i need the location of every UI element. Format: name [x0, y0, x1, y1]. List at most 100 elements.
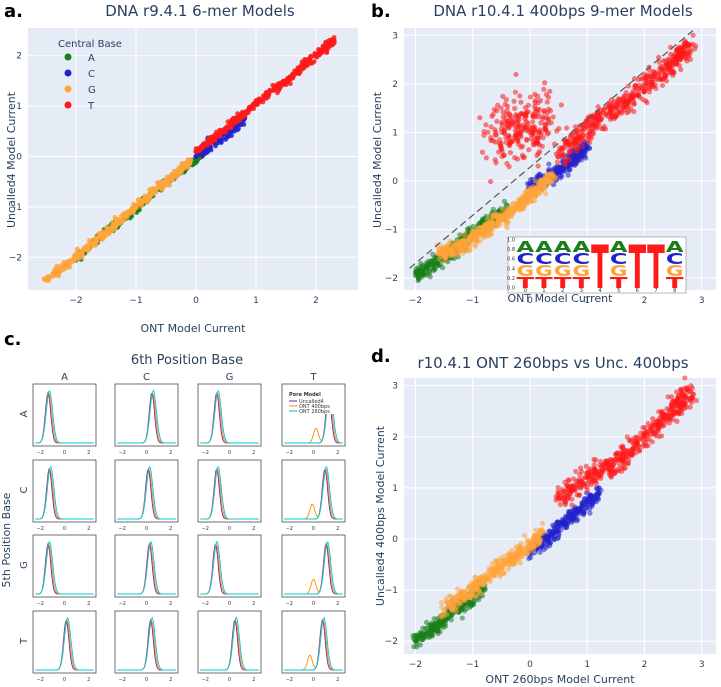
data-point	[460, 597, 466, 603]
cell-x-tick: 2	[336, 526, 339, 532]
data-point	[540, 135, 546, 141]
data-point	[558, 102, 564, 108]
logo-letter-C: C	[535, 250, 553, 268]
data-point	[216, 130, 222, 136]
series-point-T	[555, 153, 562, 160]
data-point	[678, 403, 685, 409]
data-point	[493, 160, 499, 166]
logo-letter-G: G	[610, 262, 628, 280]
data-point	[503, 139, 509, 145]
data-point	[497, 141, 503, 147]
panel-a-title: DNA r9.4.1 6-mer Models	[105, 2, 295, 20]
logo-letter-A: A	[573, 238, 591, 256]
data-point	[584, 504, 590, 511]
data-point	[439, 599, 445, 606]
data-point	[656, 54, 662, 60]
pore-legend-label: ONT 400bps	[299, 404, 330, 410]
data-point	[517, 93, 523, 99]
row-label-C: C	[19, 486, 30, 493]
data-point	[467, 247, 473, 253]
data-point	[678, 387, 684, 393]
logo-x-tick: 7	[654, 288, 657, 294]
data-point	[631, 108, 637, 115]
data-point	[444, 599, 450, 605]
panel-b-letter: b.	[371, 1, 391, 22]
data-point	[596, 116, 602, 123]
data-point	[573, 468, 579, 475]
cell-frame	[197, 383, 262, 447]
series-point-T	[193, 148, 199, 155]
data-point	[488, 124, 494, 130]
data-point	[607, 456, 613, 463]
data-point	[678, 66, 684, 73]
data-point	[620, 97, 626, 103]
panel-b-x-ticks: −2 −1 0 1 2 3	[409, 296, 705, 306]
series-point-T	[313, 53, 319, 59]
data-point	[328, 40, 333, 46]
panel-d: d. r10.4.1 ONT 260bps vs Unc. 400bps −2−…	[371, 346, 716, 686]
data-point	[562, 501, 568, 508]
data-point	[644, 429, 650, 435]
series-point-G	[435, 251, 441, 257]
data-point	[147, 195, 153, 201]
data-point	[649, 80, 655, 86]
data-point	[606, 105, 612, 111]
series-point-C	[584, 144, 590, 150]
series-point-G	[163, 179, 169, 185]
data-point	[570, 483, 576, 489]
logo-letter-G: G	[666, 262, 684, 280]
data-point	[482, 578, 488, 584]
panel-a-x-ticks: −2 −1 0 1 2	[69, 296, 319, 306]
data-point	[587, 510, 593, 516]
series-point-G	[492, 567, 499, 573]
data-point	[82, 245, 88, 251]
data-point	[442, 246, 448, 253]
data-point	[512, 105, 518, 112]
panel-d-title: r10.4.1 ONT 260bps vs Unc. 400bps	[417, 354, 688, 372]
data-point	[664, 411, 671, 417]
data-point	[87, 239, 93, 245]
data-point	[590, 112, 597, 118]
panel-d-x-ticks: −2 −1 0 1 2 3	[409, 660, 705, 670]
data-point	[580, 507, 586, 514]
data-point	[518, 99, 524, 105]
panel-d-ylabel: Uncalled4 400bps Model Current	[374, 425, 387, 606]
data-point	[624, 99, 631, 105]
logo-letter-G: G	[517, 262, 535, 280]
data-point	[443, 623, 449, 629]
data-point	[565, 493, 571, 500]
logo-letter-T: T	[629, 233, 647, 303]
data-point	[614, 451, 620, 457]
density-cell: −2 0 2	[32, 610, 97, 683]
y-tick-label: 1	[392, 128, 398, 138]
data-point	[665, 56, 672, 62]
data-point	[590, 493, 596, 499]
cell-x-tick: 0	[63, 450, 66, 456]
data-point	[650, 422, 656, 429]
data-point	[476, 588, 482, 594]
data-point	[526, 187, 532, 194]
data-point	[517, 131, 523, 138]
data-point	[557, 175, 563, 181]
logo-y-tick: 0.8	[507, 247, 515, 253]
data-point	[537, 549, 543, 555]
data-point	[459, 615, 465, 621]
cell-frame	[114, 610, 179, 674]
data-point	[590, 501, 596, 507]
series-point-G	[527, 192, 533, 198]
data-point	[484, 571, 490, 577]
logo-letter-A: A	[517, 238, 535, 256]
data-point	[657, 423, 663, 429]
density-cell: −2 0 2	[281, 459, 346, 532]
data-point	[682, 43, 688, 49]
data-point	[466, 236, 472, 242]
data-point	[659, 408, 665, 414]
data-point	[580, 138, 586, 144]
cell-x-tick: −2	[37, 450, 44, 456]
data-point	[535, 163, 541, 169]
data-point	[560, 152, 566, 158]
density-cell: −2 0 2	[197, 383, 262, 456]
density-line-ONT 260bps	[117, 389, 176, 444]
data-point	[236, 114, 242, 120]
data-point	[532, 112, 538, 118]
